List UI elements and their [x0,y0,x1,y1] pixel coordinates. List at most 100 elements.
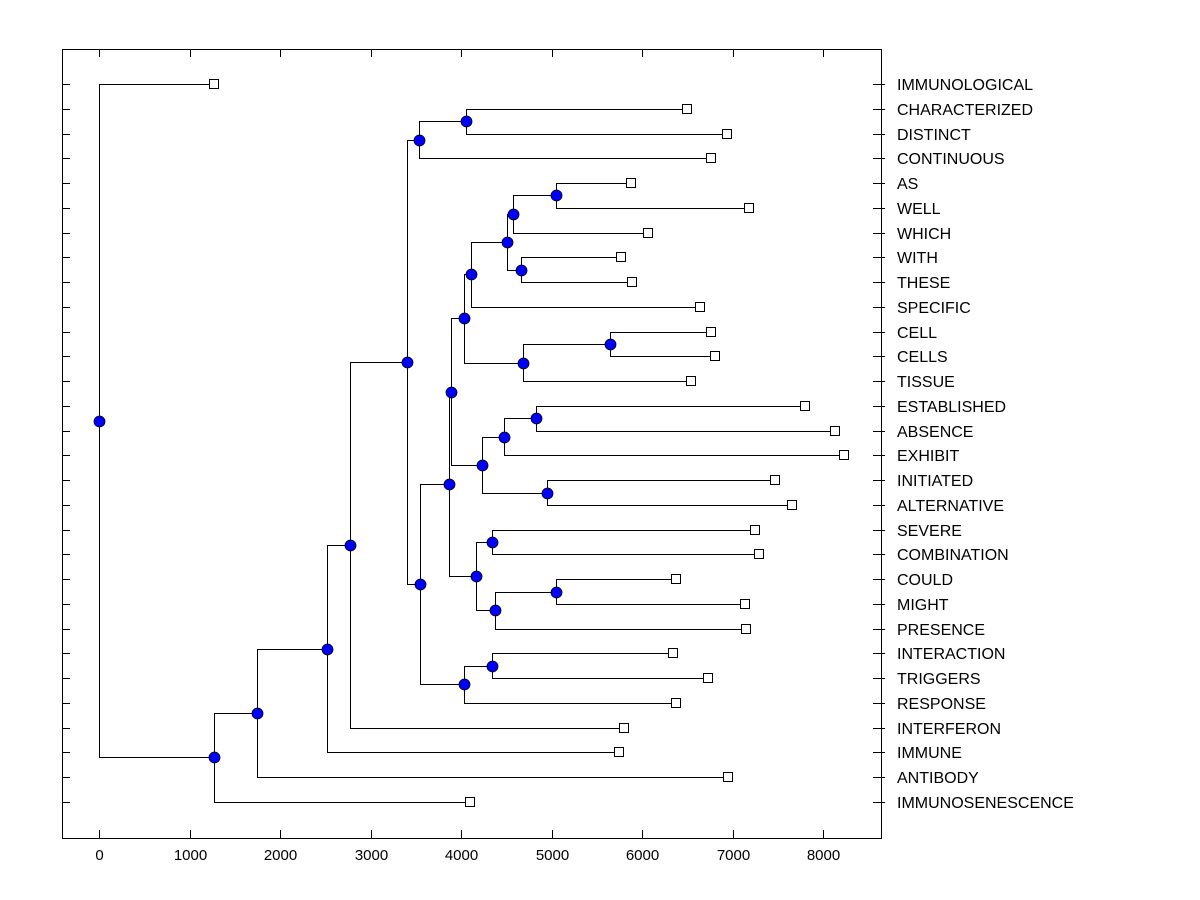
branch-F1-L1 [466,109,688,122]
node-T [604,338,617,351]
branch-B-L28 [257,713,729,778]
plot-frame [62,49,882,839]
node-G [414,578,427,591]
leaf-marker [800,401,810,411]
x-tick-label: 4000 [445,847,478,864]
node-D [344,539,357,552]
leaf-marker [710,351,720,361]
x-tick-label: 0 [95,847,103,864]
branch-Z-L21 [556,592,746,605]
branch-C-D [327,545,351,650]
branch-C-L27 [327,649,620,753]
leaf-label: CELL [897,325,937,342]
leaf-label: IMMUNE [897,745,962,762]
node-F1 [460,115,473,128]
node-J [445,386,458,399]
node-N [465,268,478,281]
node-root [93,415,106,428]
node-AA [486,660,499,673]
branch-M-V [482,465,548,494]
leaf-label: IMMUNOSENESCENCE [897,795,1074,812]
branch-D-L26 [350,545,625,729]
x-tick-label: 1000 [174,847,207,864]
leaf-label: ESTABLISHED [897,399,1006,416]
leaf-label: COULD [897,572,953,589]
node-E [401,356,414,369]
leaf-marker [614,747,624,757]
leaf-label: INITIATED [897,473,973,490]
node-U [498,431,511,444]
branch-B-C [257,649,328,714]
branch-V-L16 [547,480,776,494]
leaf-label: RESPONSE [897,696,986,713]
leaf-marker [668,648,678,658]
branch-T-L11 [610,344,716,357]
leaf-markers [209,79,849,807]
leaf-marker [671,574,681,584]
leaf-marker [754,549,764,559]
branches [99,84,845,803]
branch-W-L14 [536,418,836,432]
node-Y [489,604,502,617]
leaf-label: ABSENCE [897,424,973,441]
branch-I-AA [464,666,493,685]
branch-Q-S [513,195,557,215]
branch-O-T [523,344,611,364]
node-I [458,678,471,691]
leaf-label: SEVERE [897,523,962,540]
node-Q [507,208,520,221]
leaf-label: IMMUNOLOGICAL [897,77,1033,94]
x-tick-label: 7000 [717,847,750,864]
branch-U-W [504,418,537,438]
leaf-marker [830,426,840,436]
leaf-marker [465,797,475,807]
branch-X-L18 [492,530,756,543]
leaf-marker [706,153,716,163]
branch-F-L3 [419,140,712,159]
branch-J-Lc [451,318,465,393]
node-B [251,707,264,720]
node-H [443,478,456,491]
leaf-marker [787,500,797,510]
leaf-marker [703,673,713,683]
branch-O-L12 [523,363,692,382]
branch-Z-L20 [556,579,677,593]
branch-Y-Z [495,592,557,611]
leaf-marker [722,129,732,139]
branch-U-L15 [504,437,845,456]
leaf-marker [671,698,681,708]
node-C [321,643,334,656]
leaf-marker [686,376,696,386]
branch-R-L7 [521,257,622,271]
leaf-marker [209,79,219,89]
branch-root-A [99,421,215,758]
branch-Q-L6 [513,214,649,234]
node-P [501,236,514,249]
leaf-label: WITH [897,250,938,267]
branch-S-L5 [556,195,750,209]
leaf-marker [770,475,780,485]
leaf-labels: IMMUNOLOGICAL CHARACTERIZED DISTINCT CONTIN… [897,77,1074,812]
leaf-marker [627,277,637,287]
branch-M-U [482,437,505,466]
branch-E-F [407,140,420,363]
x-tick-label: 3000 [355,847,388,864]
branch-F1-L2 [466,121,728,135]
branch-W-L13 [536,406,806,419]
branch-A-B [214,713,258,758]
node-X [486,536,499,549]
branch-AA-L23 [492,653,674,667]
leaf-marker [616,252,626,262]
leaf-marker [619,723,629,733]
node-W [530,412,543,425]
leaf-label: WELL [897,201,941,218]
branch-root-L0 [99,84,215,422]
branch-V-L17 [547,493,793,506]
leaf-marker [682,104,692,114]
leaf-marker [750,525,760,535]
branch-T-L10 [610,332,712,345]
branch-R-L8 [521,270,633,283]
leaf-marker [741,624,751,634]
x-tick-label: 2000 [264,847,297,864]
branch-I-L25 [464,684,677,704]
